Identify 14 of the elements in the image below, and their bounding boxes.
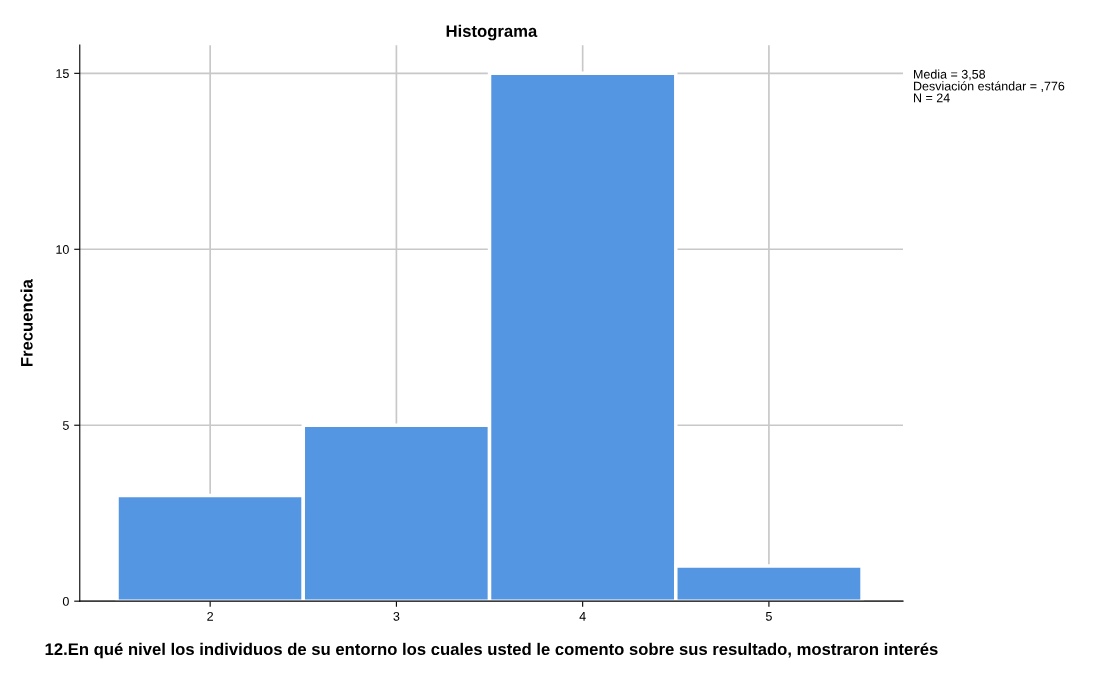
text: Media = 3,58 [914,69,986,81]
y-tick-label: 5 [62,421,69,430]
x-axis-title: 12.En qué nivel los individuos de su entorno los cuales usted le comento sobre sus resultado, mostraron interés [45,642,938,659]
y-tick-label: 10 [56,245,69,254]
text: N = 24 [914,93,950,103]
x-tick-label: 3 [393,611,400,621]
chart-title: Histograma [446,24,538,41]
y-axis-title: Frecuencia [20,279,33,367]
x-tick-label: 4 [579,612,586,621]
x-tick-label: 5 [765,612,772,621]
y-tick-label: 0 [62,596,69,606]
y-tick-label: 15 [56,69,69,78]
text: Desviación estándar = ,776 [914,81,1065,92]
x-tick-label: 2 [207,611,213,621]
